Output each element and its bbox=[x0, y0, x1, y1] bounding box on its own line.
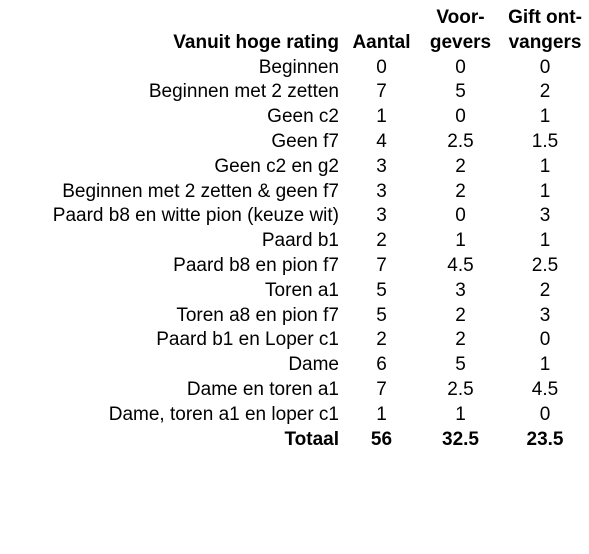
row-label-cell[interactable]: Beginnen bbox=[258, 56, 339, 78]
giftontvangers-cell[interactable]: 2 bbox=[539, 81, 551, 103]
total-label-cell[interactable]: Totaal bbox=[284, 428, 339, 450]
row-label-cell[interactable]: Geen f7 bbox=[271, 130, 339, 152]
header-gift-line1[interactable]: Gift ont- bbox=[508, 7, 582, 28]
giftontvangers-cell[interactable]: 4.5 bbox=[531, 378, 559, 400]
giftontvangers-cell[interactable]: 1 bbox=[539, 354, 551, 376]
aantal-cell[interactable]: 6 bbox=[376, 354, 387, 376]
row-label-cell[interactable]: Paard b8 en witte pion (keuze wit) bbox=[52, 205, 339, 227]
table-row: Dame en toren a1 7 2.5 4.5 bbox=[0, 378, 589, 403]
table-row: Paard b1 2 1 1 bbox=[0, 229, 589, 254]
giftontvangers-cell[interactable]: 0 bbox=[539, 329, 551, 351]
table-row: Toren a8 en pion f7 5 2 3 bbox=[0, 304, 589, 329]
row-label-cell[interactable]: Toren a1 bbox=[265, 279, 339, 301]
aantal-cell[interactable]: 2 bbox=[376, 329, 387, 351]
table-row: Beginnen met 2 zetten 7 5 2 bbox=[0, 80, 589, 105]
total-giftontvangers-cell[interactable]: 23.5 bbox=[526, 428, 564, 450]
header-row-top: Voor- Gift ont- bbox=[0, 0, 589, 31]
table-row: Beginnen 0 0 0 bbox=[0, 56, 589, 81]
voorgevers-cell[interactable]: 0 bbox=[455, 106, 466, 128]
voorgevers-cell[interactable]: 2 bbox=[455, 180, 466, 202]
giftontvangers-cell[interactable]: 3 bbox=[539, 304, 551, 326]
header-voorgevers-line2[interactable]: gevers bbox=[429, 31, 492, 53]
voorgevers-cell[interactable]: 0 bbox=[455, 205, 466, 227]
header-row-label[interactable]: Vanuit hoge rating bbox=[173, 31, 339, 53]
row-label-cell[interactable]: Beginnen met 2 zetten & geen f7 bbox=[62, 180, 339, 202]
aantal-cell[interactable]: 5 bbox=[376, 279, 387, 301]
row-label-cell[interactable]: Dame en toren a1 bbox=[186, 378, 339, 400]
header-voorgevers-line1[interactable]: Voor- bbox=[436, 7, 485, 28]
header-gift-line2[interactable]: vangers bbox=[508, 31, 582, 53]
voorgevers-cell[interactable]: 5 bbox=[455, 354, 466, 376]
aantal-cell[interactable]: 2 bbox=[376, 230, 387, 252]
voorgevers-cell[interactable]: 2.5 bbox=[447, 130, 474, 152]
giftontvangers-cell[interactable]: 0 bbox=[539, 403, 551, 425]
total-aantal-cell[interactable]: 56 bbox=[370, 428, 393, 450]
aantal-cell[interactable]: 0 bbox=[376, 56, 387, 78]
table-row: Geen c2 1 0 1 bbox=[0, 105, 589, 130]
row-label-cell[interactable]: Paard b1 bbox=[261, 230, 339, 252]
row-label-cell[interactable]: Paard b1 en Loper c1 bbox=[156, 329, 339, 351]
giftontvangers-cell[interactable]: 2.5 bbox=[531, 254, 559, 276]
aantal-cell[interactable]: 5 bbox=[376, 304, 387, 326]
aantal-cell[interactable]: 3 bbox=[376, 180, 387, 202]
giftontvangers-cell[interactable]: 1 bbox=[539, 180, 551, 202]
giftontvangers-cell[interactable]: 1.5 bbox=[531, 130, 559, 152]
voorgevers-cell[interactable]: 3 bbox=[455, 279, 466, 301]
table-row: Toren a1 5 3 2 bbox=[0, 279, 589, 304]
voorgevers-cell[interactable]: 0 bbox=[455, 56, 466, 78]
voorgevers-cell[interactable]: 4.5 bbox=[447, 254, 474, 276]
voorgevers-cell[interactable]: 2 bbox=[455, 329, 466, 351]
row-label-cell[interactable]: Toren a8 en pion f7 bbox=[176, 304, 339, 326]
header-aantal[interactable]: Aantal bbox=[352, 31, 411, 53]
aantal-cell[interactable]: 4 bbox=[376, 130, 387, 152]
giftontvangers-cell[interactable]: 3 bbox=[539, 205, 551, 227]
giftontvangers-cell[interactable]: 1 bbox=[539, 106, 551, 128]
aantal-cell[interactable]: 1 bbox=[376, 403, 387, 425]
table-row: Paard b8 en witte pion (keuze wit) 3 0 3 bbox=[0, 204, 589, 229]
voorgevers-cell[interactable]: 5 bbox=[455, 81, 466, 103]
aantal-cell[interactable]: 3 bbox=[376, 155, 387, 177]
table-row: Geen f7 4 2.5 1.5 bbox=[0, 130, 589, 155]
total-row: Totaal 56 32.5 23.5 bbox=[0, 428, 589, 453]
row-label-cell[interactable]: Dame, toren a1 en loper c1 bbox=[108, 403, 339, 425]
table-row: Dame, toren a1 en loper c1 1 1 0 bbox=[0, 403, 589, 428]
aantal-cell[interactable]: 7 bbox=[376, 254, 387, 276]
table-row: Paard b1 en Loper c1 2 2 0 bbox=[0, 328, 589, 353]
header-row-bottom: Vanuit hoge rating Aantal gevers vangers bbox=[0, 31, 589, 56]
giftontvangers-cell[interactable]: 0 bbox=[539, 56, 551, 78]
row-label-cell[interactable]: Geen c2 bbox=[267, 106, 339, 128]
header-blank-cell[interactable] bbox=[343, 0, 420, 31]
table-row: Dame 6 5 1 bbox=[0, 353, 589, 378]
aantal-cell[interactable]: 7 bbox=[376, 81, 387, 103]
aantal-cell[interactable]: 3 bbox=[376, 205, 387, 227]
table-row: Beginnen met 2 zetten & geen f7 3 2 1 bbox=[0, 180, 589, 205]
voorgevers-cell[interactable]: 1 bbox=[455, 230, 466, 252]
row-label-cell[interactable]: Beginnen met 2 zetten bbox=[148, 81, 339, 103]
voorgevers-cell[interactable]: 2 bbox=[455, 155, 466, 177]
voorgevers-cell[interactable]: 1 bbox=[455, 403, 466, 425]
table-row: Paard b8 en pion f7 7 4.5 2.5 bbox=[0, 254, 589, 279]
giftontvangers-cell[interactable]: 1 bbox=[539, 155, 551, 177]
voorgevers-cell[interactable]: 2.5 bbox=[447, 378, 474, 400]
rating-table: Voor- Gift ont- Vanuit hoge rating Aanta… bbox=[0, 0, 589, 453]
table-row: Geen c2 en g2 3 2 1 bbox=[0, 155, 589, 180]
giftontvangers-cell[interactable]: 2 bbox=[539, 279, 551, 301]
aantal-cell[interactable]: 7 bbox=[376, 378, 387, 400]
row-label-cell[interactable]: Geen c2 en g2 bbox=[214, 155, 339, 177]
header-blank-cell[interactable] bbox=[0, 0, 343, 31]
total-voorgevers-cell[interactable]: 32.5 bbox=[442, 428, 479, 450]
row-label-cell[interactable]: Paard b8 en pion f7 bbox=[173, 254, 339, 276]
row-label-cell[interactable]: Dame bbox=[288, 354, 339, 376]
aantal-cell[interactable]: 1 bbox=[376, 106, 387, 128]
giftontvangers-cell[interactable]: 1 bbox=[539, 230, 551, 252]
voorgevers-cell[interactable]: 2 bbox=[455, 304, 466, 326]
